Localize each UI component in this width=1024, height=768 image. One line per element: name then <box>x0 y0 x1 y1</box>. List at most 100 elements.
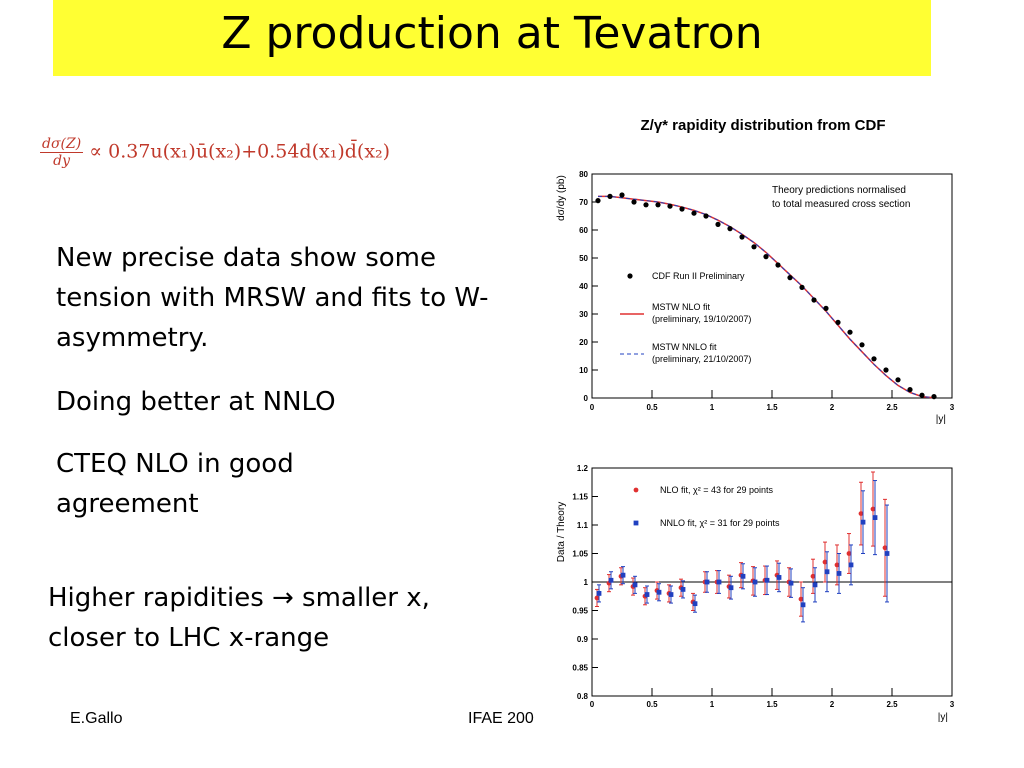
data-point <box>799 284 805 290</box>
x-tick-label: 2 <box>830 403 835 412</box>
nnlo-point <box>608 577 614 583</box>
data-point <box>691 210 697 216</box>
x-tick-label: 1 <box>710 403 715 412</box>
nnlo-point <box>596 591 602 596</box>
data-point <box>787 275 793 281</box>
formula: dσ(Z) dy ∝ 0.37u(x₁)ū(x₂)+0.54d(x₁)d̄(x₂… <box>40 136 390 169</box>
nlo-point <box>810 573 816 579</box>
nnlo-point <box>860 519 866 525</box>
data-point <box>739 234 745 240</box>
legend-marker <box>633 487 639 493</box>
data-point <box>643 202 649 208</box>
formula-fraction: dσ(Z) dy <box>40 136 84 169</box>
y-tick-label: 0.95 <box>572 607 588 616</box>
legend-sublabel: (preliminary, 21/10/2007) <box>652 354 751 364</box>
y-tick-label: 50 <box>579 254 588 263</box>
y-tick-label: 1 <box>584 578 589 587</box>
nlo-point <box>858 511 864 516</box>
data-point <box>631 199 637 205</box>
annotation-line1: Theory predictions normalised <box>772 185 906 196</box>
y-tick-label: 0 <box>584 394 589 403</box>
x-tick-label: 0 <box>590 700 595 709</box>
legend-label: MSTW NLO fit <box>652 302 710 312</box>
data-point <box>595 198 601 204</box>
nnlo-point <box>668 592 674 597</box>
nnlo-point <box>728 585 734 591</box>
bullet-cteq: CTEQ NLO in good agreement <box>56 449 294 519</box>
data-point <box>667 203 673 209</box>
nnlo-point <box>800 602 806 608</box>
data-point <box>655 202 661 208</box>
nnlo-point <box>740 573 746 579</box>
x-axis-label: |y| <box>938 712 948 723</box>
data-point <box>871 356 877 362</box>
legend-label: CDF Run II Preliminary <box>652 271 745 281</box>
data-point <box>751 244 757 250</box>
chart-legend: CDF Run II Preliminary MSTW NLO fit (preli… <box>620 271 751 364</box>
nnlo-point <box>716 579 722 585</box>
data-point <box>679 206 685 212</box>
x-tick-label: 3 <box>950 403 955 412</box>
nnlo-point <box>872 515 878 520</box>
y-tick-label: 30 <box>579 310 588 319</box>
nlo-point <box>822 559 828 565</box>
plot-area: 0 10 20 30 40 50 60 70 80 0 0.5 1 1.5 2 2.5 3 <box>579 170 955 412</box>
x-tick-label: 2 <box>830 700 835 709</box>
data-point <box>775 262 781 268</box>
nnlo-point <box>812 582 818 588</box>
data-point <box>619 192 625 198</box>
slide-title: Z production at Tevatron <box>221 8 763 59</box>
data-point <box>715 221 721 227</box>
legend-label: MSTW NNLO fit <box>652 342 717 352</box>
x-tick-label: 3 <box>950 700 955 709</box>
nlo-point <box>798 596 804 602</box>
data-point <box>847 329 853 335</box>
x-tick-label: 2.5 <box>886 403 898 412</box>
nlo-point <box>882 545 888 551</box>
data-point <box>907 387 913 393</box>
y-tick-label: 20 <box>579 338 588 347</box>
nnlo-fit-line <box>598 195 935 399</box>
title-bar: Z production at Tevatron <box>53 0 931 76</box>
formula-rhs: ∝ 0.37u(x₁)ū(x₂)+0.54d(x₁)d̄(x₂) <box>89 140 391 163</box>
nnlo-point <box>836 571 842 576</box>
y-tick-label: 1.2 <box>577 464 589 473</box>
nnlo-point <box>764 577 770 583</box>
data-point <box>859 342 865 348</box>
legend-label: NLO fit, χ² = 43 for 29 points <box>660 485 774 495</box>
x-tick-label: 0.5 <box>646 403 658 412</box>
nnlo-point <box>632 582 638 588</box>
data-point <box>835 319 841 325</box>
y-tick-label: 60 <box>579 226 588 235</box>
y-axis-label: dσ/dy (pb) <box>556 175 567 221</box>
legend-sublabel: (preliminary, 19/10/2007) <box>652 314 751 324</box>
formula-numerator: dσ(Z) <box>40 136 84 153</box>
chart-legend: NLO fit, χ² = 43 for 29 points NNLO fit, … <box>633 485 780 528</box>
data-point <box>931 394 937 400</box>
nnlo-point <box>656 589 662 595</box>
legend-marker <box>627 273 633 279</box>
y-axis-label: Data / Theory <box>556 502 567 562</box>
formula-denominator: dy <box>53 153 71 169</box>
x-tick-label: 1.5 <box>766 403 778 412</box>
x-axis-label: |y| <box>936 414 946 425</box>
legend-label: NNLO fit, χ² = 31 for 29 points <box>660 518 780 528</box>
data-point <box>763 254 769 260</box>
data-point <box>607 193 613 199</box>
y-tick-label: 1.15 <box>572 493 588 502</box>
data-point <box>823 305 829 311</box>
y-tick-label: 1.1 <box>577 521 589 530</box>
nnlo-point <box>752 579 758 585</box>
x-tick-label: 1.5 <box>766 700 778 709</box>
y-tick-label: 0.8 <box>577 692 589 701</box>
nnlo-point <box>884 551 890 556</box>
legend-marker <box>633 520 639 526</box>
rapidity-distribution-chart: Z/γ* rapidity distribution from CDF dσ/d… <box>556 117 955 425</box>
nnlo-point <box>848 562 854 568</box>
y-tick-label: 1.05 <box>572 550 588 559</box>
nlo-point <box>846 551 852 556</box>
nnlo-point <box>824 569 830 575</box>
chart-title: Z/γ* rapidity distribution from CDF <box>640 117 885 134</box>
nlo-point <box>594 595 600 601</box>
data-point <box>883 367 889 373</box>
